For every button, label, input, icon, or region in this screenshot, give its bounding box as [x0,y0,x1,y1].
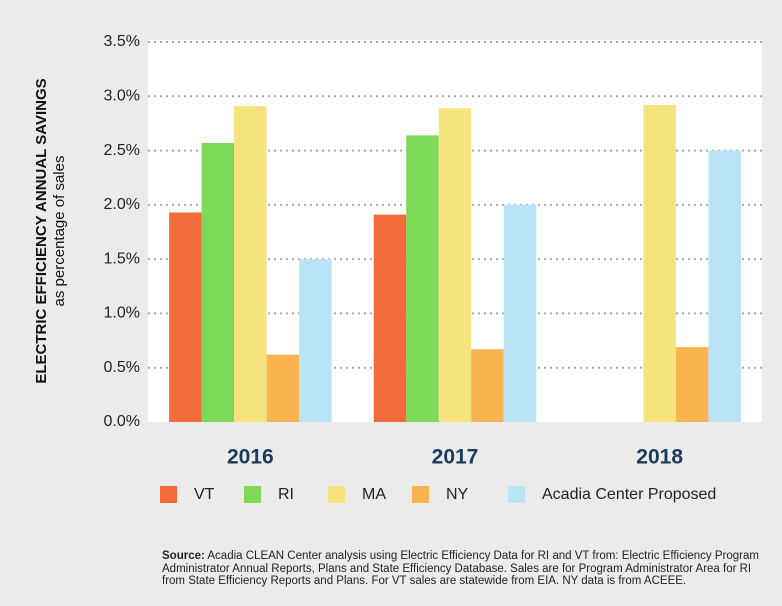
y-tick-label: 0.0% [104,413,140,430]
source-note: Source: Acadia CLEAN Center analysis usi… [162,550,762,588]
legend-swatch [328,486,345,503]
bar [708,150,741,423]
bar [471,349,504,422]
bar [406,135,439,422]
bar [675,347,709,422]
source-label: Source: [162,550,205,562]
bar [643,104,676,422]
bar [299,259,332,422]
y-tick-label: 1.5% [104,250,140,267]
bar [373,214,407,422]
bar [234,106,267,423]
y-tick-label: 3.0% [104,88,140,105]
legend-label: Acadia Center Proposed [542,486,716,503]
bar [169,212,202,422]
y-tick-label: 2.5% [104,142,140,159]
bar [266,354,300,422]
chart: ELECTRIC EFFICIENCY ANNUAL SAVINGS as pe… [33,33,762,503]
source-text: Acadia CLEAN Center analysis using Elect… [162,550,759,587]
x-tick-label: 2016 [227,446,274,469]
y-tick-label: 3.5% [104,33,140,50]
legend-swatch [412,486,429,503]
legend-label: VT [194,486,215,503]
legend-swatch [244,486,261,503]
x-tick-label: 2017 [432,446,479,469]
x-tick-label: 2018 [636,446,683,469]
bar [503,204,537,422]
y-axis-subtitle: as percentage of sales [51,156,68,307]
y-tick-label: 0.5% [104,359,140,376]
y-tick-label: 1.0% [104,305,140,322]
legend-swatch [160,486,177,503]
bar [438,108,472,422]
y-axis-title: ELECTRIC EFFICIENCY ANNUAL SAVINGS [33,78,50,383]
bar [201,142,235,422]
legend-label: MA [362,486,386,503]
legend-swatch [508,486,525,503]
y-tick-label: 2.0% [104,196,140,213]
legend-label: RI [278,486,294,503]
legend-label: NY [446,486,469,503]
